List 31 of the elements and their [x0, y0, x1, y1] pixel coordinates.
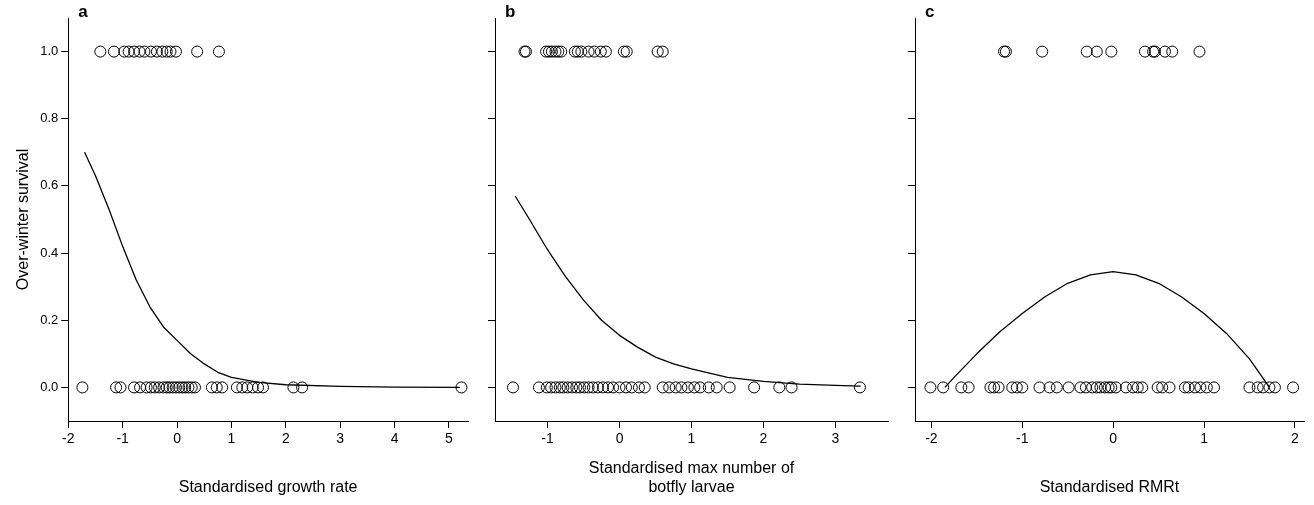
x-tick-label: -1 — [116, 430, 130, 447]
x-tick-label: 1 — [227, 430, 236, 447]
chart-title: c — [925, 2, 935, 22]
x-tick-label: 2 — [759, 430, 768, 447]
x-tick-label: 0 — [173, 430, 182, 447]
x-tick-label: 3 — [336, 430, 345, 447]
y-tick-label: 1.0 — [40, 43, 59, 59]
chart-title: b — [505, 2, 516, 22]
x-tick-label: -2 — [925, 430, 938, 447]
x-tick-label: -2 — [62, 430, 75, 447]
y-tick-label: 0.2 — [40, 311, 59, 327]
x-tick-label: 5 — [445, 430, 454, 447]
y-tick-label: 0.4 — [40, 244, 59, 260]
x-tick-label: 1 — [687, 430, 696, 447]
x-tick-label: -1 — [1016, 430, 1029, 447]
y-tick-label: 0.6 — [40, 177, 59, 193]
x-tick-label: 1 — [1200, 430, 1209, 447]
x-tick-label: 2 — [281, 430, 290, 447]
x-tick-label: 0 — [1109, 430, 1118, 447]
x-axis-title: Standardised max number of botfly larvae — [588, 458, 795, 495]
x-tick-label: 3 — [831, 430, 840, 447]
x-tick-label: 4 — [390, 430, 399, 447]
chart-title: a — [78, 2, 89, 22]
x-tick-label: -1 — [541, 430, 554, 447]
y-tick-label: 0.8 — [40, 110, 59, 126]
x-axis-title: Standardised growth rate — [178, 477, 358, 495]
y-axis-title: Over-winter survival — [14, 148, 32, 291]
x-tick-label: 2 — [1291, 430, 1300, 447]
x-axis-title: Standardised RMRt — [1039, 477, 1180, 495]
y-tick-label: 0.0 — [40, 378, 59, 394]
x-tick-label: 0 — [615, 430, 624, 447]
